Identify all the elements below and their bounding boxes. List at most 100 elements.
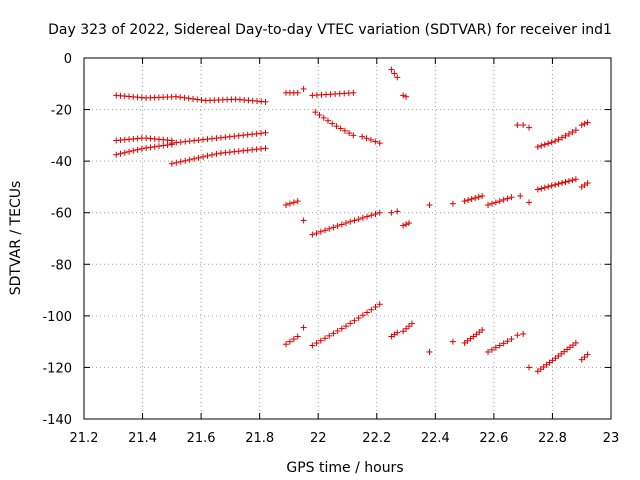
data-point bbox=[555, 136, 562, 143]
data-point bbox=[376, 140, 383, 147]
data-point bbox=[584, 180, 591, 187]
data-point bbox=[534, 186, 541, 193]
data-point bbox=[364, 213, 371, 220]
data-point bbox=[376, 301, 383, 308]
data-point bbox=[194, 96, 201, 103]
data-point bbox=[213, 150, 220, 157]
data-point bbox=[326, 332, 333, 339]
data-point bbox=[372, 211, 379, 218]
data-point bbox=[324, 117, 331, 124]
data-point bbox=[329, 120, 336, 127]
data-point bbox=[367, 136, 374, 143]
data-point bbox=[363, 135, 370, 142]
data-point bbox=[290, 336, 297, 343]
data-point bbox=[317, 337, 324, 344]
data-point bbox=[312, 109, 319, 116]
data-point bbox=[488, 200, 495, 207]
x-axis-label: GPS time / hours bbox=[286, 460, 403, 476]
data-point bbox=[545, 183, 552, 190]
data-point bbox=[121, 149, 128, 156]
data-point bbox=[113, 151, 120, 158]
data-point bbox=[500, 340, 507, 347]
data-point bbox=[578, 356, 585, 363]
y-tick-label: -20 bbox=[51, 104, 72, 119]
data-point bbox=[182, 157, 189, 164]
data-point bbox=[364, 309, 371, 316]
data-point bbox=[581, 120, 588, 127]
y-tick-label: -140 bbox=[42, 413, 72, 428]
data-point bbox=[496, 342, 503, 349]
data-point bbox=[338, 325, 345, 332]
data-point bbox=[426, 201, 433, 208]
data-point bbox=[403, 325, 410, 332]
data-point bbox=[350, 132, 357, 139]
data-point bbox=[572, 339, 579, 346]
data-point bbox=[376, 209, 383, 216]
data-point bbox=[320, 114, 327, 121]
data-point bbox=[526, 364, 533, 371]
data-point bbox=[388, 66, 395, 73]
data-point bbox=[333, 123, 340, 130]
data-point bbox=[143, 144, 150, 151]
data-point bbox=[338, 221, 345, 228]
data-point bbox=[204, 152, 211, 159]
data-point bbox=[541, 141, 548, 148]
data-point bbox=[355, 216, 362, 223]
data-point bbox=[326, 225, 333, 232]
data-point bbox=[548, 182, 555, 189]
x-tick-label: 22.6 bbox=[479, 431, 508, 446]
data-point bbox=[177, 158, 184, 165]
data-point bbox=[403, 93, 410, 100]
data-point bbox=[394, 74, 401, 81]
data-point bbox=[286, 200, 293, 207]
data-point bbox=[449, 338, 456, 345]
plot-frame bbox=[83, 57, 612, 420]
grid-lines bbox=[84, 58, 611, 419]
data-point bbox=[559, 179, 566, 186]
data-point bbox=[555, 180, 562, 187]
data-point bbox=[155, 143, 162, 150]
data-point bbox=[309, 342, 316, 349]
data-point bbox=[514, 122, 521, 129]
data-point bbox=[572, 176, 579, 183]
data-point bbox=[488, 346, 495, 353]
data-point bbox=[286, 338, 293, 345]
data-point bbox=[541, 184, 548, 191]
data-point bbox=[449, 200, 456, 207]
data-point bbox=[514, 332, 521, 339]
data-point bbox=[485, 201, 492, 208]
data-point bbox=[472, 195, 479, 202]
y-tick-label: -80 bbox=[51, 258, 72, 273]
data-point bbox=[391, 70, 398, 77]
data-point bbox=[330, 330, 337, 337]
data-point bbox=[290, 199, 297, 206]
data-point bbox=[526, 124, 533, 131]
data-point bbox=[300, 217, 307, 224]
data-point bbox=[350, 89, 357, 96]
data-point bbox=[584, 119, 591, 126]
data-point bbox=[341, 127, 348, 134]
data-points bbox=[113, 66, 591, 375]
data-point bbox=[138, 145, 145, 152]
y-axis-label: SDTVAR / TECUs bbox=[8, 181, 24, 296]
data-point bbox=[334, 328, 341, 335]
data-point bbox=[400, 328, 407, 335]
x-tick-label: 21.8 bbox=[245, 431, 274, 446]
data-point bbox=[584, 351, 591, 358]
data-point bbox=[403, 221, 410, 228]
data-point bbox=[562, 132, 569, 139]
data-point bbox=[262, 145, 269, 152]
data-point bbox=[538, 185, 545, 192]
data-point bbox=[198, 96, 205, 103]
x-tick-label: 22.2 bbox=[362, 431, 391, 446]
data-point bbox=[368, 212, 375, 219]
data-point bbox=[394, 329, 401, 336]
data-point bbox=[168, 141, 175, 148]
data-point bbox=[300, 324, 307, 331]
y-tick-label: -120 bbox=[42, 361, 72, 376]
data-point bbox=[130, 147, 137, 154]
x-tick-label: 23 bbox=[603, 431, 620, 446]
data-point bbox=[294, 89, 301, 96]
data-point bbox=[208, 151, 215, 158]
data-point bbox=[330, 224, 337, 231]
